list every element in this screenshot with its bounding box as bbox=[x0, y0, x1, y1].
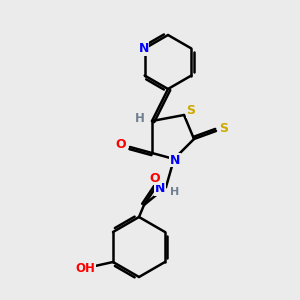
Text: N: N bbox=[155, 182, 165, 196]
Text: O: O bbox=[150, 172, 160, 184]
Text: N: N bbox=[138, 42, 149, 55]
Text: S: S bbox=[187, 104, 196, 118]
Text: H: H bbox=[135, 112, 145, 124]
Text: OH: OH bbox=[75, 262, 95, 275]
Text: S: S bbox=[220, 122, 229, 134]
Text: N: N bbox=[170, 154, 180, 166]
Text: O: O bbox=[116, 139, 126, 152]
Text: H: H bbox=[170, 187, 180, 197]
